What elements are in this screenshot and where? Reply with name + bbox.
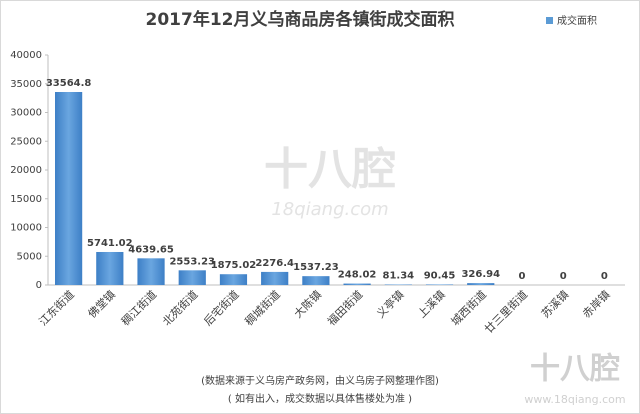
data-label: 33564.8 [46,78,92,89]
note: (数据来源于义乌房产政务网，由义乌房子网整理作图) [201,374,439,387]
watermark: 18qiang.com [271,199,388,220]
bar [178,270,206,285]
legend-label: 成交面积 [557,14,597,27]
data-label: 81.34 [383,271,415,282]
data-label: 2276.4 [255,258,294,269]
y-tick-label: 25000 [10,136,42,147]
data-label: 1875.02 [211,260,257,271]
data-label: 90.45 [424,270,456,281]
watermark: www.18qiang.com [524,393,625,406]
y-tick-label: 15000 [10,194,42,205]
data-label: 248.02 [338,270,377,281]
bar [343,283,371,285]
data-label: 4639.65 [128,244,174,255]
watermark: 十八腔 [530,352,620,387]
y-tick-label: 35000 [10,79,42,90]
data-label: 0 [601,271,608,282]
data-label: 326.94 [461,269,500,280]
bar [425,284,454,285]
bar [302,276,330,285]
bar [219,274,248,285]
data-label: 5741.02 [87,238,133,249]
data-label: 2553.23 [169,256,215,267]
note: ( 如有出入，成交数据以具体售楼处为准 ) [228,392,412,405]
data-label: 0 [518,271,525,282]
y-tick-label: 30000 [10,108,42,119]
y-tick-label: 0 [36,280,42,291]
data-label: 1537.23 [293,262,339,273]
chart-title: 2017年12月义乌商品房各镇街成交面积 [146,9,455,30]
watermarks: 十八腔 18qiang.com 十八腔 www.18qiang.com [264,144,626,406]
y-tick-label: 10000 [10,223,42,234]
y-tick-label: 20000 [10,165,42,176]
bar [261,271,289,285]
bar [96,251,124,285]
bar [55,92,83,285]
legend-swatch [546,17,553,24]
bar [137,258,165,285]
data-label: 0 [560,271,567,282]
y-tick-label: 40000 [10,50,42,61]
watermark: 十八腔 [264,144,396,195]
bar [467,283,495,285]
y-tick-label: 5000 [17,251,42,262]
